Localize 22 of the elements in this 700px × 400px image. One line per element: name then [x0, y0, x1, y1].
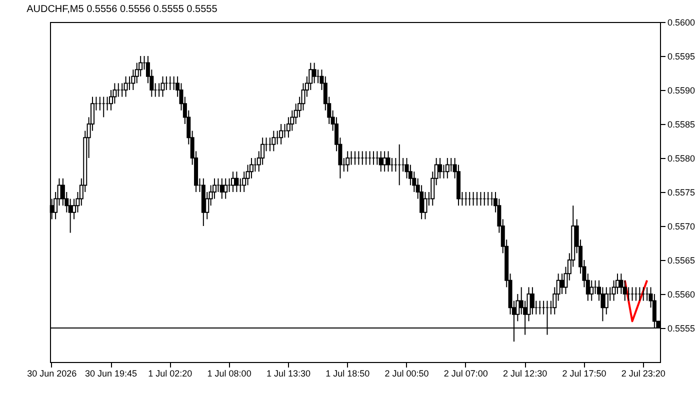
x-tick-label: 2 Jul 12:30: [503, 368, 548, 378]
y-tick-label: 0.5595: [668, 52, 696, 62]
y-tick-label: 0.5575: [668, 188, 696, 198]
y-tick-label: 0.5560: [668, 290, 696, 300]
x-tick-label: 1 Jul 08:00: [207, 368, 252, 378]
x-tick-label: 30 Jun 19:45: [84, 368, 138, 378]
y-tick-label: 0.5585: [668, 120, 696, 130]
x-tick-label: 1 Jul 13:30: [266, 368, 310, 378]
chart-title: AUDCHF,M5 0.5556 0.5556 0.5555 0.5555: [26, 4, 218, 15]
x-tick-label: 2 Jul 00:50: [384, 368, 429, 378]
x-tick-label: 1 Jul 18:50: [326, 368, 370, 378]
x-tick-label: 2 Jul 07:00: [444, 368, 488, 378]
y-tick-label: 0.5590: [668, 86, 696, 96]
x-tick-label: 2 Jul 23:20: [621, 368, 666, 378]
y-tick-label: 0.5555: [668, 324, 696, 334]
y-tick-label: 0.5565: [668, 256, 696, 266]
y-tick-label: 0.5570: [668, 222, 696, 232]
x-tick-label: 30 Jun 2026: [27, 368, 77, 378]
y-tick-label: 0.5580: [668, 154, 696, 164]
x-tick-label: 1 Jul 02:20: [148, 368, 192, 378]
x-tick-label: 2 Jul 17:50: [562, 368, 606, 378]
y-tick-label: 0.5600: [668, 18, 696, 28]
